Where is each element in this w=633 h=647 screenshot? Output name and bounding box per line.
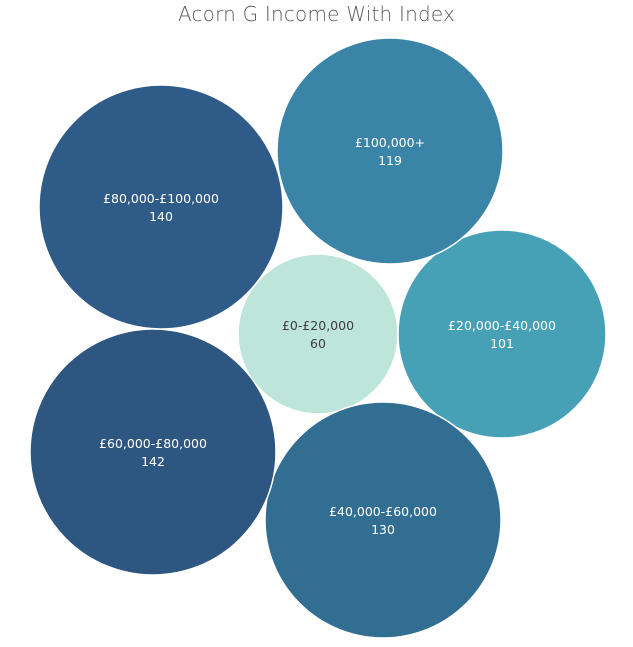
bubble-category-label: £20,000-£40,000 [448, 318, 556, 333]
bubble-category-label: £60,000-£80,000 [99, 436, 207, 451]
bubble-value-label: 60 [310, 336, 326, 351]
bubble-20-000-40-000[interactable]: £20,000-£40,000 101 [397, 229, 607, 439]
bubble-60-000-80-000[interactable]: £60,000-£80,000 142 [29, 328, 277, 576]
bubble-value-label: 142 [141, 454, 165, 469]
bubble-category-label: £40,000-£60,000 [329, 504, 437, 519]
bubble-category-label: £100,000+ [355, 135, 425, 150]
bubble-circle[interactable] [397, 229, 607, 439]
bubble-circle[interactable] [29, 328, 277, 576]
bubble-circle[interactable] [276, 37, 504, 265]
bubble-category-label: £0-£20,000 [282, 318, 354, 333]
bubble-category-label: £80,000-£100,000 [103, 191, 219, 206]
bubble-circle[interactable] [237, 253, 399, 415]
chart-title: Acorn G Income With Index [177, 2, 456, 26]
bubble-circle[interactable] [264, 401, 502, 639]
bubble-value-label: 119 [378, 153, 402, 168]
bubble-circle[interactable] [38, 84, 284, 330]
bubble-value-label: 130 [371, 522, 395, 537]
bubble-value-label: 101 [490, 336, 514, 351]
bubble-0-20-000[interactable]: £0-£20,000 60 [237, 253, 399, 415]
bubble-value-label: 140 [149, 209, 173, 224]
bubble-40-000-60-000[interactable]: £40,000-£60,000 130 [264, 401, 502, 639]
bubble-100-000[interactable]: £100,000+ 119 [276, 37, 504, 265]
bubble-80-000-100-000[interactable]: £80,000-£100,000 140 [38, 84, 284, 330]
